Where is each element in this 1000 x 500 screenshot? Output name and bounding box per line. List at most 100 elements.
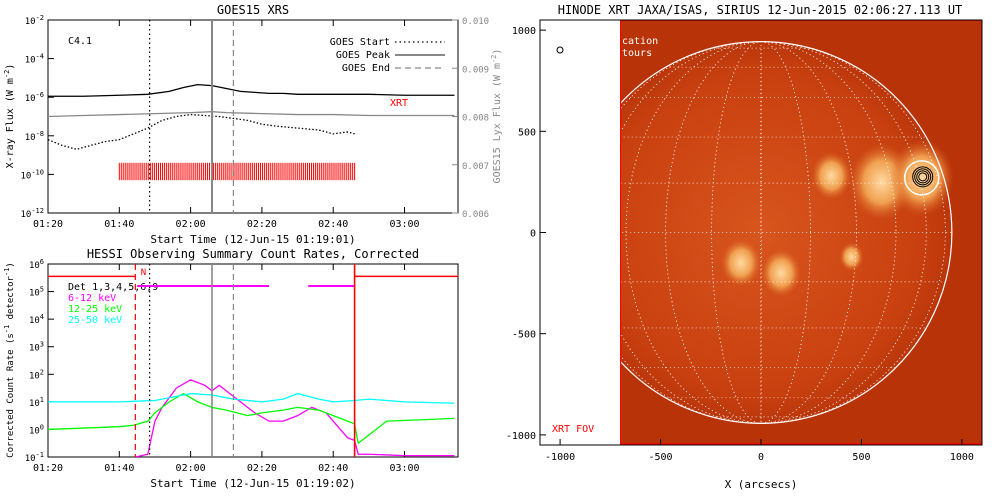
xrt-fov-border (620, 20, 982, 445)
xrt-x-tick-label: 0 (758, 452, 764, 463)
hessi-y-tick-label: 105 (29, 286, 44, 299)
hessi-y-tick-label: 100 (29, 423, 44, 436)
xrt-x-tick-label: 1000 (950, 452, 974, 463)
hessi-x-tick-label: 02:20 (247, 463, 277, 474)
xrt-observation-ticks (118, 162, 356, 181)
xrt-overlay-text-2: tours (622, 48, 652, 59)
hessi-series-line-2 (48, 392, 455, 404)
goes-series-line-1 (48, 111, 455, 118)
goes-y-tick-label: 10-2 (25, 14, 44, 27)
goes-legend-label: GOES Peak (336, 50, 390, 61)
goes-legend-label: GOES End (342, 63, 390, 74)
flare-contour (916, 170, 930, 184)
flare-location-circle (903, 160, 940, 196)
goes-x-tick-label: 03:00 (389, 219, 419, 230)
xrt-fov-label: XRT FOV (552, 424, 594, 435)
hessi-y-ticks: 106 105 104 103 102 101 100 10-1 (25, 258, 54, 464)
bright-region (839, 242, 864, 272)
xrt-map-panel: HINODE XRT JAXA/ISAS, SIRIUS 12-Jun-2015… (506, 3, 983, 491)
hessi-x-tick-label: 01:40 (104, 463, 134, 474)
xrt-overlay-text-1: cation (622, 36, 658, 47)
hessi-y-tick-label: 106 (29, 258, 44, 271)
goes-xrs-panel: GOES15 XRS C4.1 XRT Start Time (12-Jun-1… (3, 3, 503, 246)
hessi-y-tick-label: 103 (29, 341, 44, 354)
hessi-series-line-1 (48, 392, 455, 445)
hessi-x-tick-label: 01:20 (33, 463, 63, 474)
hessi-detectors-label: Det 1,3,4,5,6,9 (68, 282, 158, 293)
hessi-series (48, 379, 455, 457)
legend-circle-marker (556, 46, 564, 54)
goes-title: GOES15 XRS (217, 3, 289, 17)
goes-series-line-0 (48, 84, 455, 97)
goes-y-tick-label: 10-4 (25, 53, 44, 66)
goes-x-tick-label: 02:40 (318, 219, 348, 230)
goes-y-axis-label: X-ray Flux (W m-2) (3, 64, 16, 169)
goes-x-axis-label: Start Time (12-Jun-15 01:19:01) (150, 233, 355, 246)
goes-legend: GOES Start GOES Peak GOES End (330, 37, 445, 74)
goes-y-ticks: 10-2 10-4 10-6 10-8 10-10 10-12 (21, 14, 54, 220)
hessi-x-tick-label: 02:00 (176, 463, 206, 474)
hessi-y-tick-label: 101 (29, 396, 44, 409)
hessi-annotations: N (48, 264, 458, 457)
goes-y2-tick-label: 0.010 (462, 17, 489, 27)
xrt-map-x-axis-label: X (arcsecs) (725, 478, 798, 491)
grid-longitude (665, 41, 857, 424)
hessi-legend-0: 6-12 keV (68, 293, 116, 304)
hessi-title: HESSI Observing Summary Count Rates, Cor… (87, 247, 419, 261)
goes-legend-label: GOES Start (330, 37, 390, 48)
goes-y2-tick-label: 0.008 (462, 114, 489, 124)
goes-event-lines (149, 20, 234, 213)
hessi-x-ticks: 01:20 01:40 02:00 02:20 02:40 03:00 (33, 264, 420, 474)
goes-plot-frame (47, 19, 459, 214)
goes-x-tick-label: 01:40 (104, 219, 134, 230)
goes-y-tick-label: 10-12 (21, 207, 45, 220)
xrt-y-tick-label: -500 (512, 330, 536, 341)
goes-y2-tick-label: 0.007 (462, 162, 489, 172)
grid-longitude (620, 41, 946, 424)
bright-region (720, 238, 761, 287)
bright-region (761, 248, 802, 297)
hessi-x-axis-label: Start Time (12-Jun-15 01:19:02) (150, 477, 355, 490)
goes-flare-class: C4.1 (68, 36, 92, 47)
goes-y2-tick-label: 0.009 (462, 65, 489, 75)
goes-y2-axis-label: GOES15 Lyx Flux (W m-2) (490, 49, 503, 184)
goes-x-tick-label: 02:00 (176, 219, 206, 230)
xrt-x-tick-label: 500 (852, 452, 870, 463)
hessi-legend-2: 25-50 keV (68, 315, 122, 326)
xrt-map-ticks: -1000 -500 0 500 1000 1000 500 0 -500 -1000 (506, 26, 974, 463)
goes-series (48, 84, 455, 150)
flare-contour (912, 166, 934, 188)
hessi-panel: HESSI Observing Summary Count Rates, Cor… (3, 247, 459, 490)
goes-series-line-2 (48, 113, 355, 150)
hessi-plot-frame (47, 263, 459, 458)
xrt-x-tick-label: -1000 (545, 452, 575, 463)
hessi-night-label: N (141, 268, 146, 278)
goes-xrt-label: XRT (390, 98, 408, 109)
hessi-y-tick-label: 104 (29, 313, 44, 326)
goes-x-tick-label: 01:20 (33, 219, 63, 230)
bright-region (811, 151, 852, 200)
goes-y-tick-label: 10-6 (25, 91, 44, 104)
goes-y2-tick-label: 0.006 (462, 210, 489, 220)
xrt-y-tick-label: -1000 (506, 431, 536, 442)
xrt-y-tick-label: 500 (518, 127, 536, 138)
hessi-y-axis-label: Corrected Count Rate (s-1 detector-1) (3, 262, 16, 458)
hessi-legend-1: 12-25 keV (68, 304, 122, 315)
xrt-x-tick-label: -500 (648, 452, 672, 463)
goes-y-tick-label: 10-8 (25, 130, 44, 143)
goes-x-ticks: 01:20 01:40 02:00 02:20 02:40 03:00 (33, 20, 420, 230)
xrt-image (620, 20, 982, 445)
xrt-y-tick-label: 1000 (512, 26, 536, 37)
goes-x-tick-label: 02:20 (247, 219, 277, 230)
goes-y-tick-label: 10-10 (21, 168, 45, 181)
flare-contour (918, 172, 928, 182)
goes-y2-ticks: 0.010 0.009 0.008 0.007 0.006 (452, 17, 489, 220)
solar-disk (620, 41, 952, 424)
solar-limb (620, 41, 953, 424)
flare-contour (914, 168, 932, 186)
bright-region (889, 139, 954, 217)
hessi-y-tick-label: 102 (29, 368, 44, 381)
hessi-y-tick-label: 10-1 (25, 451, 44, 464)
